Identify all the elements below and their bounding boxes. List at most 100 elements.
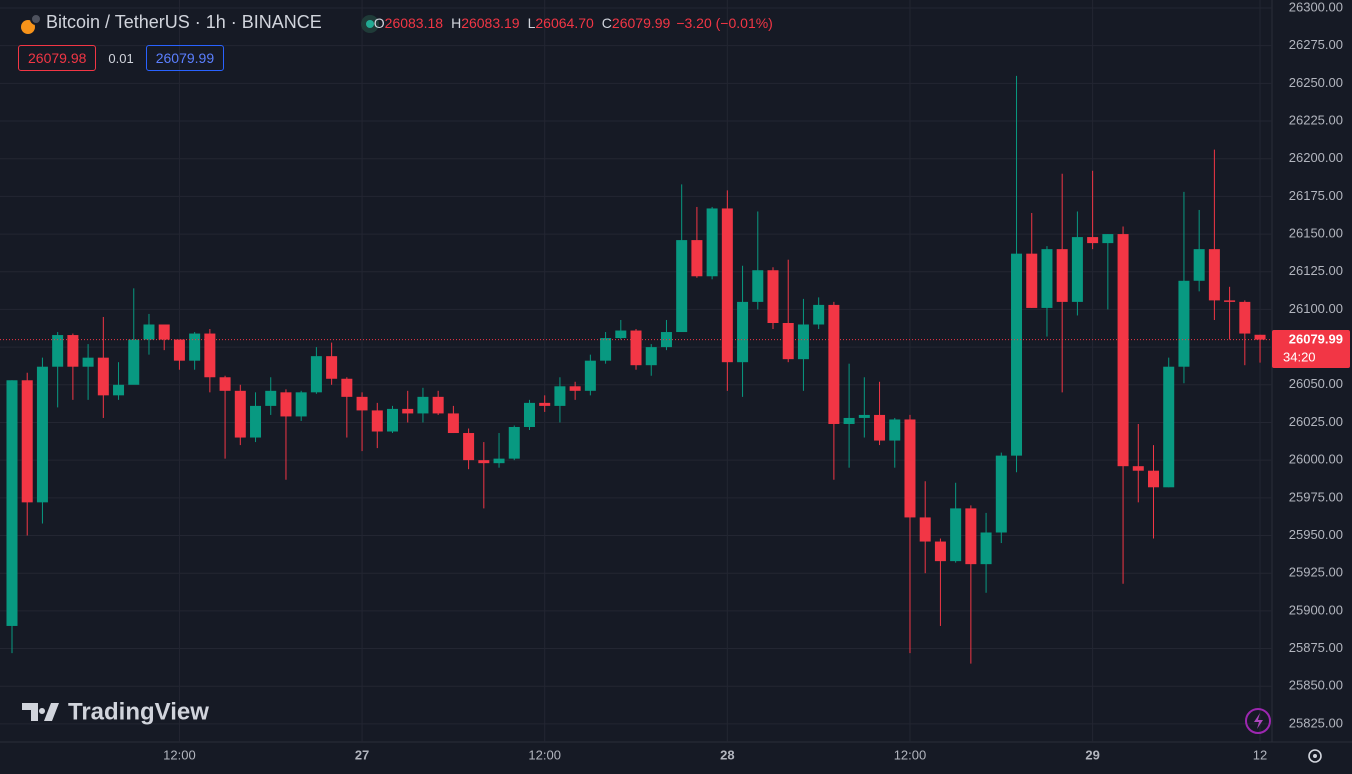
candle-body [904,419,916,518]
candle-body [1087,237,1099,244]
candle-body [843,417,855,424]
candle-body [1117,234,1129,467]
candle-body [1056,249,1068,302]
candle-body [874,414,886,441]
y-tick-label: 25900.00 [1289,602,1343,617]
candle-body [52,335,64,367]
candle-body [965,508,977,565]
candle-body [706,208,718,277]
candle-body [1239,301,1251,334]
change: −3.20 (−0.01%) [676,14,773,31]
settings-button[interactable] [1308,749,1322,763]
candle-body [158,324,170,340]
candle-body [265,390,277,406]
candle-body [1163,366,1175,488]
y-tick-label: 26175.00 [1289,188,1343,203]
ohlc-value: 26064.70 [535,14,594,31]
symbol[interactable]: Bitcoin / TetherUS · 1h · BINANCE [46,12,322,32]
x-tick-label: 12:00 [894,747,927,762]
candle-body [752,270,764,302]
y-tick-label: 26000.00 [1289,452,1343,467]
y-tick-label: 26300.00 [1289,0,1343,14]
candle-body [417,396,429,414]
y-tick-label: 26025.00 [1289,414,1343,429]
candle-body [1208,249,1220,301]
candle-body [189,333,201,361]
quote: 26079.98 0.01 26079.99 [18,45,225,71]
candle-body [128,339,140,385]
lightning-button[interactable] [1245,708,1271,734]
candle-body [493,458,505,464]
candle-body [463,433,475,461]
ohlc-value: 26083.18 [384,14,444,31]
candle-body [615,330,627,339]
spread: 0.01 [108,50,134,66]
y-tick-label: 26250.00 [1289,75,1343,90]
x-tick-label: 12:00 [528,747,561,762]
candle-body [767,270,779,323]
y-tick-label: 26225.00 [1289,112,1343,127]
grid [0,0,1272,742]
candle-body [508,426,520,459]
legend: Bitcoin / TetherUS · 1h · BINANCE O26083… [20,12,773,33]
candle-body [600,338,612,361]
y-tick-label: 26150.00 [1289,226,1343,241]
x-tick-label: 12 [1253,747,1267,762]
price-tag-countdown: 34:20 [1283,349,1316,364]
price-tag-price: 26079.99 [1289,331,1343,346]
candle-body [630,330,642,366]
candle-body [234,390,246,438]
candle-body [1254,334,1266,340]
candle-body [371,410,383,432]
candle-body [980,532,992,565]
x-tick-label: 28 [720,747,734,762]
logo-text: TradingView [68,698,209,725]
candle-body [676,240,688,333]
candle-body [539,402,551,406]
candle-body [1041,249,1053,308]
y-tick-label: 25925.00 [1289,565,1343,580]
candle-body [67,335,79,367]
candle-body [1224,300,1236,302]
candle-body [828,304,840,424]
candle-body [219,377,231,391]
y-tick-label: 26100.00 [1289,301,1343,316]
candle-body [447,413,459,434]
candle-body [1193,249,1205,281]
candle-body [737,301,749,363]
candle-body [402,408,414,414]
candle-body [6,380,18,626]
settings-dot [1313,754,1317,758]
candle-body [584,360,596,391]
candle-body [1026,253,1038,308]
candle-body [1132,466,1144,471]
candle-body [1178,280,1190,367]
candle-body [797,324,809,360]
lightning-icon [1254,713,1263,729]
candle-body [569,386,581,391]
x-tick-label: 27 [355,747,369,762]
bid[interactable]: 26079.98 [18,45,97,71]
candle-body [295,392,307,417]
candle-body [387,408,398,432]
ohlc-value: 26079.99 [611,14,671,31]
candle-body [919,517,931,542]
candle-body [36,366,48,503]
candle-body [82,357,94,367]
candle-body [1011,253,1023,456]
y-tick-label: 25950.00 [1289,527,1343,542]
candle-body [143,324,155,340]
status-dot [366,20,374,28]
candle-body [173,339,185,361]
candle-body [204,333,216,378]
ask[interactable]: 26079.99 [145,45,225,71]
ohlc-key: O [373,14,385,31]
candle-body [721,208,733,363]
candle-body [1071,237,1083,302]
candle-body [782,322,794,360]
price-tag [1272,330,1350,368]
candle-body [813,304,825,325]
candle-body [995,455,1007,533]
y-tick-label: 26125.00 [1289,263,1343,278]
